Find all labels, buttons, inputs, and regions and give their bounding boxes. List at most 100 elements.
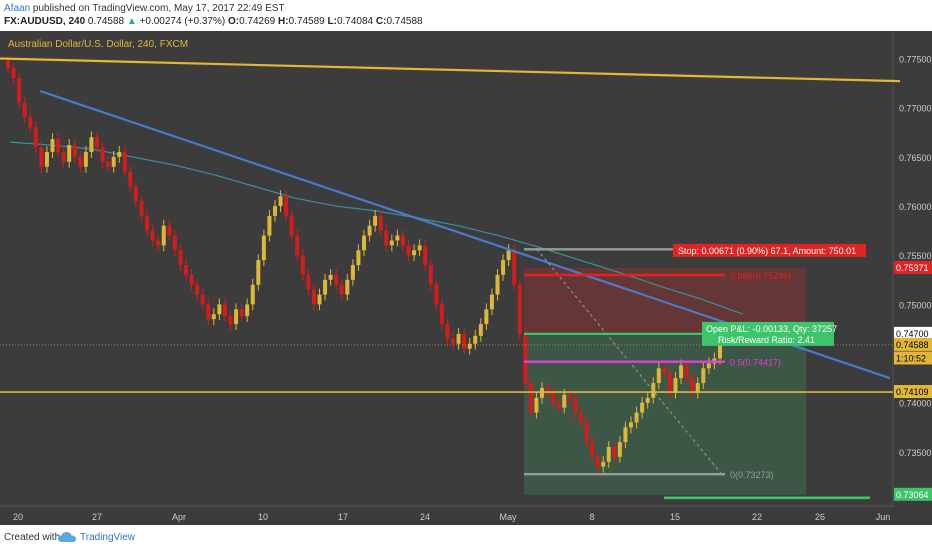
- x-tick-label: 17: [338, 512, 348, 522]
- candle-body: [211, 314, 216, 320]
- fib-label: 0.5(0.74417): [730, 358, 781, 368]
- candle-body: [278, 196, 283, 207]
- candle-body: [261, 235, 266, 261]
- candle-body: [273, 206, 277, 216]
- candle-body: [22, 102, 27, 118]
- candle-body: [517, 284, 522, 334]
- candle-body: [634, 412, 639, 423]
- fib-label: 0.886(0.75299): [730, 271, 791, 281]
- close-value: 0.74588: [386, 16, 423, 27]
- candle-body: [417, 245, 422, 251]
- chart-panel[interactable]: Australian Dollar/U.S. Dollar, 240, FXCM…: [0, 31, 932, 525]
- candle-body: [167, 225, 172, 236]
- created-with-text: Created with: [4, 532, 61, 543]
- candle-body: [39, 147, 44, 167]
- candle-body: [462, 333, 467, 349]
- candle-body: [679, 365, 684, 379]
- brand-name[interactable]: TradingView: [80, 532, 136, 543]
- y-tick-label: 0.76000: [899, 202, 932, 212]
- candle-body: [234, 309, 239, 325]
- candle-body: [378, 215, 383, 231]
- candle-body: [145, 215, 150, 231]
- publish-info: Afaan published on TradingView.com, May …: [4, 3, 285, 14]
- price-label-box: [894, 260, 932, 274]
- candle-body: [684, 365, 689, 379]
- candle-body: [629, 422, 633, 428]
- candle-body: [334, 274, 339, 285]
- candle-body: [434, 284, 439, 305]
- y-tick-label: 0.74000: [899, 399, 932, 409]
- y-tick-label: 0.77000: [899, 104, 932, 114]
- x-tick-label: 20: [13, 512, 23, 522]
- candle-body: [456, 333, 461, 344]
- candle-body: [323, 279, 328, 295]
- candle-body: [295, 235, 300, 256]
- candle-body: [395, 235, 400, 241]
- candle-body: [106, 161, 111, 167]
- price-label: 0.74700: [896, 329, 929, 339]
- price-label-box: [894, 487, 932, 501]
- candle-body: [245, 304, 250, 317]
- x-tick-label: 26: [815, 512, 825, 522]
- candle-body: [389, 240, 394, 246]
- candle-body: [300, 255, 305, 275]
- candle-body: [89, 137, 94, 152]
- candle-body: [506, 250, 511, 261]
- y-tick-label: 0.76500: [899, 153, 932, 163]
- candle-body: [445, 324, 450, 339]
- candle-body: [95, 137, 99, 148]
- candle-body: [523, 333, 528, 384]
- candle-body: [100, 147, 105, 162]
- pnl-label: Open P&L: -0.00133, Qty: 37257: [706, 324, 837, 334]
- candle-body: [567, 394, 572, 398]
- candle-body: [540, 387, 544, 398]
- candle-body: [701, 368, 706, 384]
- candle-body: [528, 383, 533, 413]
- candle-body: [623, 427, 628, 443]
- candle-body: [178, 250, 183, 266]
- y-tick-label: 0.77500: [899, 55, 932, 65]
- x-tick-label: 8: [589, 512, 594, 522]
- x-tick-label: 10: [258, 512, 268, 522]
- close-label: C:: [375, 16, 387, 27]
- price-label: 0.74109: [896, 387, 929, 397]
- candle-body: [339, 284, 344, 295]
- drawings[interactable]: 1(0.75560)0.886(0.75299)0.5(0.74417)0(0.…: [0, 57, 901, 500]
- candle-body: [718, 344, 722, 359]
- open-label: O:: [227, 16, 240, 27]
- stop-label: Stop: 0.00671 (0.90%) 67.1, Amount: 750.…: [678, 246, 856, 256]
- candle-body: [284, 196, 289, 216]
- author-link[interactable]: Afaan: [4, 3, 31, 14]
- candle-body: [156, 240, 161, 246]
- candle-body: [412, 250, 417, 256]
- candle-body: [573, 397, 578, 413]
- candle-body: [6, 60, 10, 69]
- candle-body: [189, 274, 194, 285]
- price-chart[interactable]: Australian Dollar/U.S. Dollar, 240, FXCM…: [0, 31, 932, 525]
- candle-body: [184, 265, 188, 275]
- candle-body: [250, 284, 255, 305]
- price-change: +0.00274 (+0.37%): [139, 16, 226, 27]
- candle-body: [11, 68, 16, 79]
- candle-body: [50, 139, 55, 152]
- candle-body: [601, 461, 606, 467]
- candle-body: [406, 245, 411, 256]
- candle-body: [489, 294, 494, 310]
- candle-body: [228, 316, 233, 325]
- candle-body: [56, 139, 61, 152]
- candle-body: [78, 156, 83, 167]
- candle-body: [83, 151, 88, 167]
- candle-body: [356, 250, 361, 266]
- candle-body: [17, 78, 22, 103]
- candle-body: [133, 186, 138, 202]
- candle-body: [473, 335, 478, 344]
- candle-body: [484, 309, 489, 325]
- last-price: 0.74588: [87, 16, 125, 27]
- candle-body: [695, 383, 700, 393]
- candle-body: [239, 309, 244, 317]
- price-label: 1:10:52: [896, 353, 926, 363]
- candle-body: [206, 304, 211, 320]
- price-axis: [893, 31, 932, 525]
- candle-body: [400, 235, 405, 246]
- candle-body: [584, 422, 589, 443]
